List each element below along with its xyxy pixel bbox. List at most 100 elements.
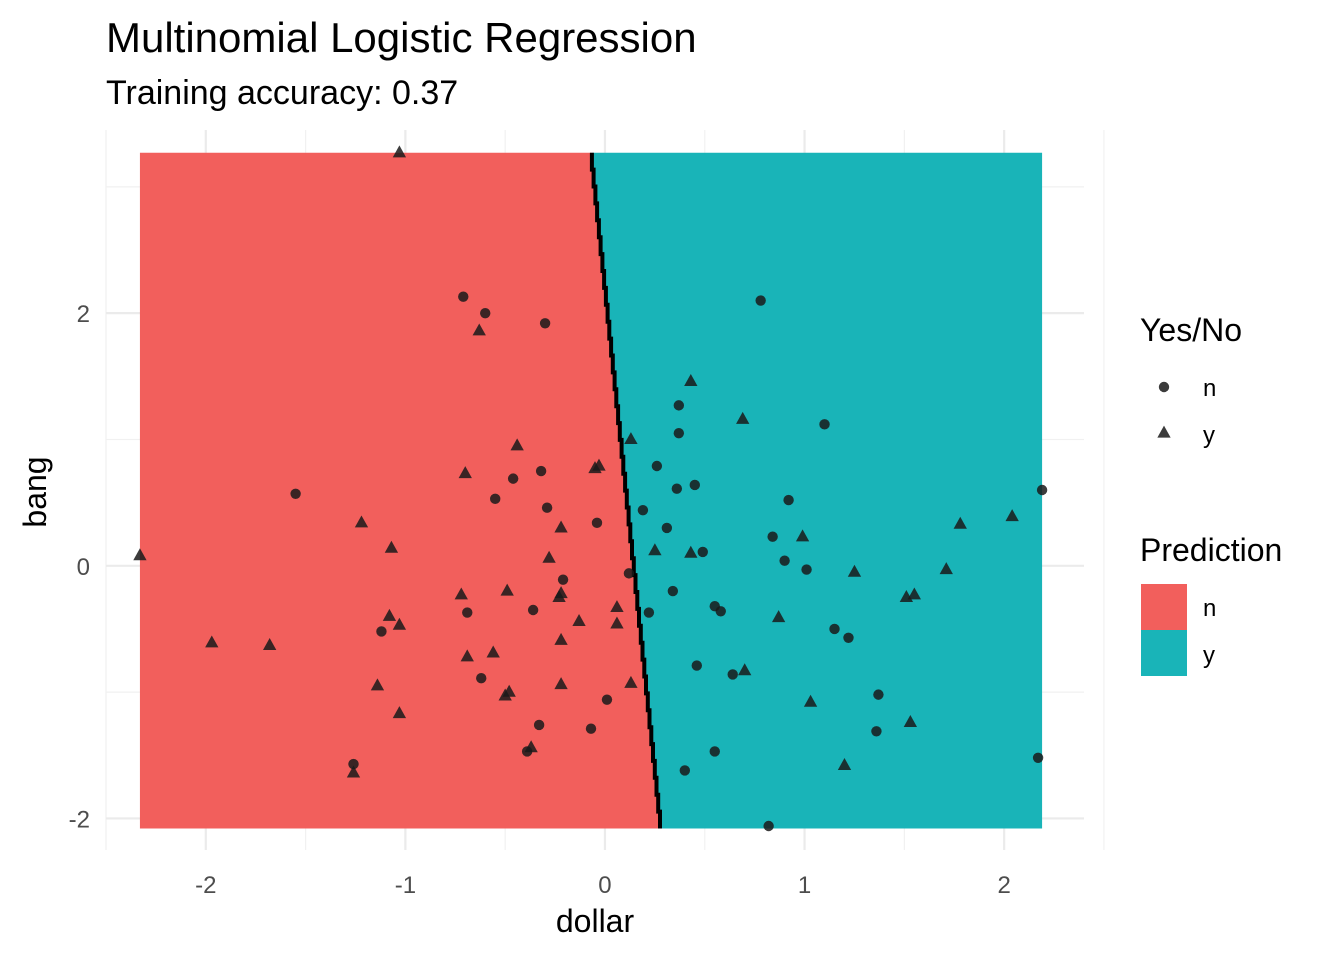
point-n: [462, 607, 473, 618]
point-y: [1005, 509, 1019, 522]
x-tick-label: -2: [195, 872, 216, 899]
point-n: [829, 623, 840, 635]
point-n: [671, 483, 683, 494]
point-y: [500, 583, 514, 596]
region-y: [591, 152, 1043, 829]
point-n: [643, 607, 655, 618]
point-n: [767, 531, 778, 542]
point-y: [392, 145, 407, 158]
y-tick-label: 0: [77, 554, 90, 581]
legend-key-fill-y: [1141, 630, 1187, 676]
y-axis-title: bang: [17, 456, 53, 527]
point-n: [661, 522, 673, 534]
point-n: [476, 673, 487, 684]
point-y: [486, 645, 500, 658]
decision-boundary: [589, 152, 662, 829]
legend-key-circle: [1158, 381, 1170, 393]
point-y: [472, 323, 486, 336]
point-y: [554, 520, 568, 533]
point-y: [624, 675, 638, 688]
point-y: [771, 610, 786, 623]
point-n: [763, 820, 774, 832]
point-y: [907, 587, 922, 600]
point-y: [370, 678, 385, 691]
point-y: [205, 635, 219, 648]
point-n: [819, 419, 830, 430]
point-n: [637, 505, 649, 516]
point-y: [460, 649, 474, 662]
legend: Yes/No Prediction n y n y: [1140, 312, 1282, 676]
point-y: [953, 516, 967, 529]
point-n: [709, 746, 720, 757]
prediction-regions: [139, 152, 1043, 829]
point-n: [667, 585, 679, 597]
point-n: [458, 291, 469, 302]
x-tick-label: -1: [395, 872, 416, 899]
point-y: [382, 608, 397, 621]
point-n: [591, 517, 603, 529]
point-n: [507, 473, 519, 484]
point-y: [847, 564, 862, 577]
legend-shape-label-y: y: [1203, 422, 1215, 449]
point-y: [610, 600, 624, 613]
point-n: [755, 295, 766, 306]
point-y: [354, 515, 369, 528]
point-y: [392, 706, 407, 719]
x-axis-title: dollar: [556, 903, 635, 939]
point-y: [684, 373, 698, 386]
point-y: [736, 411, 750, 424]
point-n: [535, 465, 547, 477]
point-n: [689, 479, 700, 491]
point-y: [552, 589, 566, 602]
point-y: [648, 543, 662, 556]
region-n: [139, 152, 661, 829]
point-n: [727, 669, 738, 680]
point-n: [623, 568, 635, 579]
x-tick-label: 2: [997, 872, 1010, 899]
point-y: [795, 529, 810, 542]
point-y: [803, 694, 818, 707]
legend-fill-title: Prediction: [1140, 532, 1282, 568]
x-tick-label: 1: [798, 872, 811, 899]
point-n: [871, 726, 882, 737]
point-n: [1036, 484, 1048, 496]
x-tick-label: 0: [598, 872, 611, 899]
point-y: [502, 684, 516, 697]
point-n: [527, 604, 539, 616]
point-y: [554, 632, 568, 645]
legend-shape-title: Yes/No: [1140, 312, 1242, 348]
legend-key-fill-n: [1141, 584, 1187, 630]
point-n: [348, 758, 359, 770]
point-y: [684, 545, 698, 558]
legend-fill-label-y: y: [1203, 642, 1215, 669]
point-y: [454, 587, 468, 600]
point-n: [673, 400, 685, 411]
chart-subtitle: Training accuracy: 0.37: [106, 74, 459, 112]
point-y: [837, 757, 852, 770]
point-n: [557, 574, 569, 585]
point-n: [490, 493, 501, 505]
point-y: [346, 765, 361, 778]
legend-shape-label-n: n: [1203, 375, 1216, 402]
point-n: [779, 555, 790, 566]
point-n: [697, 546, 708, 558]
point-n: [585, 723, 597, 734]
point-y: [572, 613, 586, 626]
y-tick-label: 2: [77, 301, 90, 328]
chart-title: Multinomial Logistic Regression: [106, 14, 697, 61]
point-n: [651, 460, 663, 472]
point-y: [458, 466, 472, 479]
point-y: [554, 677, 568, 690]
point-n: [843, 632, 854, 643]
point-n: [480, 307, 491, 319]
y-tick-label: -2: [69, 806, 90, 833]
point-n: [673, 427, 685, 439]
point-n: [533, 719, 545, 731]
point-y: [939, 562, 953, 575]
point-y: [524, 740, 538, 753]
point-n: [376, 626, 387, 637]
point-n: [801, 564, 812, 575]
point-y: [624, 432, 638, 445]
point-y: [263, 637, 277, 650]
